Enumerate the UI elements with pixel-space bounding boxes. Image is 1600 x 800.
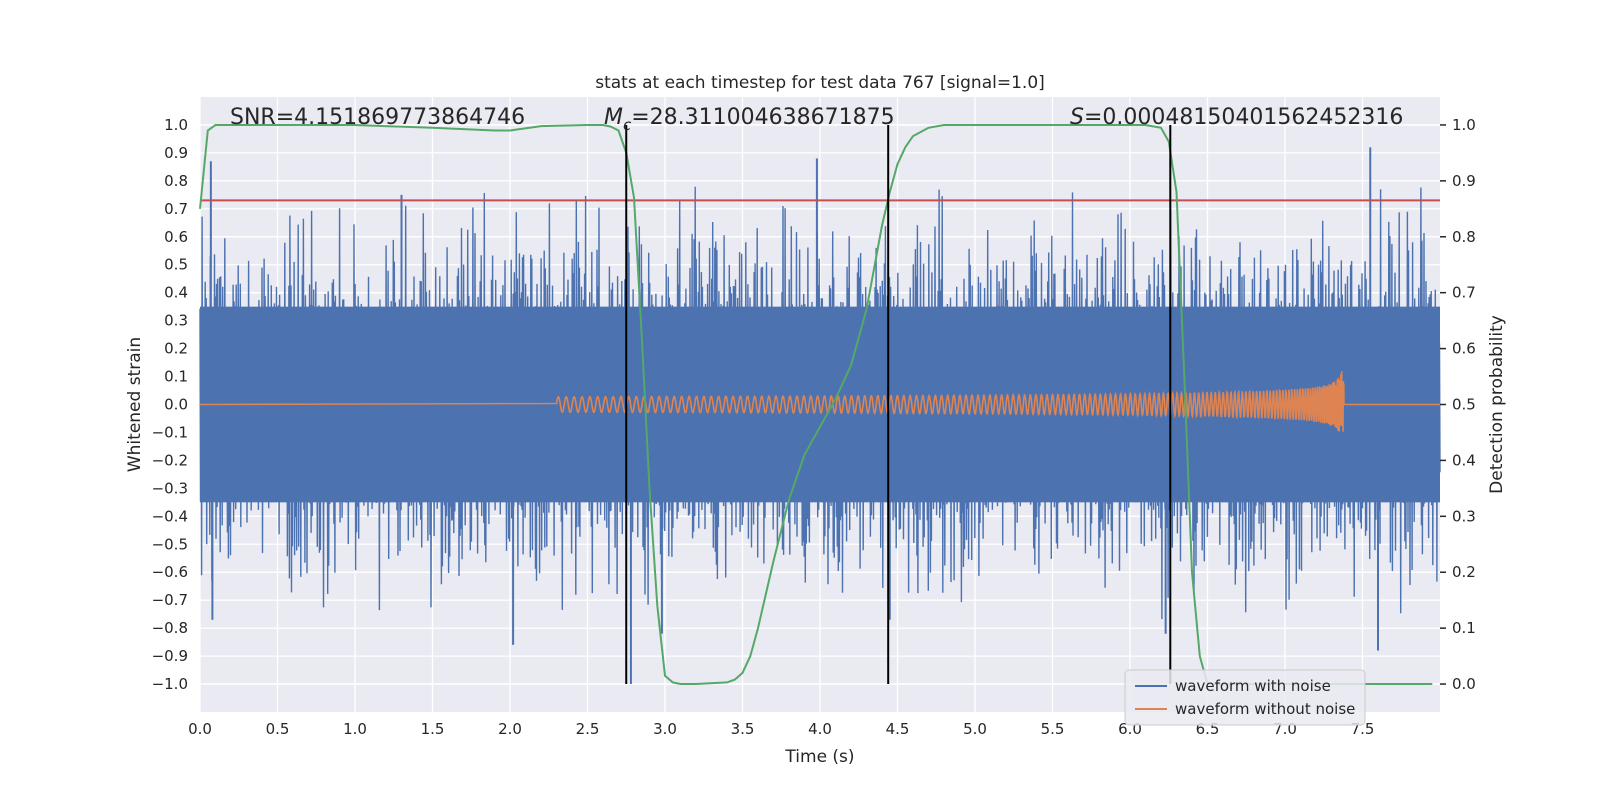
- x-tick-label: 5.5: [1041, 720, 1065, 738]
- y-tick-label: 0.0: [164, 396, 188, 414]
- x-axis-label: Time (s): [784, 747, 854, 767]
- y-tick-label: 1.0: [164, 116, 188, 134]
- y-axis-ticks: 1.0 0.9 0.8 0.7 0.6 0.5 0.4 0.3 0.2 0.1 0.0 −0.1 −0.…: [152, 116, 188, 693]
- x-tick-label: 5.0: [963, 720, 987, 738]
- y2-axis-ticks: 1.0 0.9 0.8 0.7 0.6 0.5 0.4 0.3 0.2 0.1 0.0: [1440, 116, 1476, 693]
- y-tick-label: −0.4: [152, 507, 188, 525]
- y2-tick-label: 0.6: [1452, 340, 1476, 358]
- series-waveform-without-noise: [199, 371, 1440, 432]
- annotation-s: S=0.00048150401562452316: [1070, 105, 1403, 130]
- y-tick-label: −0.9: [152, 647, 188, 665]
- legend-label-waveform-with-noise: waveform with noise: [1175, 677, 1331, 695]
- clean-trace: [199, 371, 1440, 432]
- y2-tick-label: 0.3: [1452, 507, 1476, 525]
- y2-axis-label: Detection probability: [1487, 315, 1507, 494]
- y-tick-label: −0.5: [152, 535, 188, 553]
- annotation-chirp-mass-symbol: M: [604, 105, 623, 130]
- y-tick-label: −1.0: [152, 675, 188, 693]
- y-tick-label: 0.1: [164, 368, 188, 386]
- annotation-chirp-mass-subscript: c: [623, 116, 632, 134]
- y-tick-label: 0.3: [164, 312, 188, 330]
- probability-trace: [199, 124, 1433, 685]
- x-axis-ticks: 0.0 0.5 1.0 1.5 2.0 2.5 3.0 3.5 4.0 4.5 5.0 5.5 6.0 6…: [188, 720, 1374, 738]
- y2-tick-label: 1.0: [1452, 116, 1476, 134]
- y-tick-label: 0.4: [164, 284, 188, 302]
- y-tick-label: −0.8: [152, 619, 188, 637]
- legend-label-waveform-without-noise: waveform without noise: [1175, 700, 1355, 718]
- legend-box: [1124, 669, 1366, 726]
- y-tick-label: −0.2: [152, 451, 188, 469]
- x-tick-label: 4.5: [886, 720, 910, 738]
- y-tick-label: −0.6: [152, 563, 188, 581]
- annotation-chirp-mass-value: =28.311004638671875: [631, 105, 894, 130]
- x-tick-label: 3.0: [653, 720, 677, 738]
- y2-tick-label: 0.7: [1452, 284, 1476, 302]
- y2-tick-label: 0.9: [1452, 172, 1476, 190]
- x-tick-label: 2.0: [498, 720, 522, 738]
- series-detection-probability: [199, 124, 1433, 685]
- y2-tick-label: 0.1: [1452, 619, 1476, 637]
- x-tick-label: 2.5: [576, 720, 600, 738]
- y-tick-label: 0.9: [164, 144, 188, 162]
- x-tick-label: 1.0: [343, 720, 367, 738]
- x-tick-label: 3.5: [731, 720, 755, 738]
- y-tick-label: 0.8: [164, 172, 188, 190]
- annotation-chirp-mass: Mc=28.311004638671875: [604, 105, 895, 134]
- y-tick-label: 0.7: [164, 200, 188, 218]
- y-tick-label: −0.3: [152, 479, 188, 497]
- x-tick-label: 0.0: [188, 720, 212, 738]
- y-tick-label: 0.6: [164, 228, 188, 246]
- y2-tick-label: 0.5: [1452, 396, 1476, 414]
- y-tick-label: 0.5: [164, 256, 188, 274]
- vertical-marker-lines: [625, 124, 1172, 685]
- y2-tick-label: 0.0: [1452, 675, 1476, 693]
- x-tick-label: 1.5: [421, 720, 445, 738]
- annotation-s-value: =0.00048150401562452316: [1084, 105, 1403, 130]
- chart-title: stats at each timestep for test data 767…: [595, 73, 1045, 93]
- y-tick-label: 0.2: [164, 340, 188, 358]
- y-tick-label: −0.1: [152, 423, 188, 441]
- y2-tick-label: 0.2: [1452, 563, 1476, 581]
- y2-tick-label: 0.8: [1452, 228, 1476, 246]
- y-tick-label: −0.7: [152, 591, 188, 609]
- y-axis-label: Whitened strain: [125, 337, 145, 472]
- legend: waveform with noise waveform without noi…: [1124, 669, 1366, 726]
- y2-tick-label: 0.4: [1452, 451, 1476, 469]
- x-tick-label: 4.0: [808, 720, 832, 738]
- annotation-snr: SNR=4.151869773864746: [230, 105, 525, 130]
- x-tick-label: 0.5: [266, 720, 290, 738]
- annotation-s-symbol: S: [1070, 105, 1084, 130]
